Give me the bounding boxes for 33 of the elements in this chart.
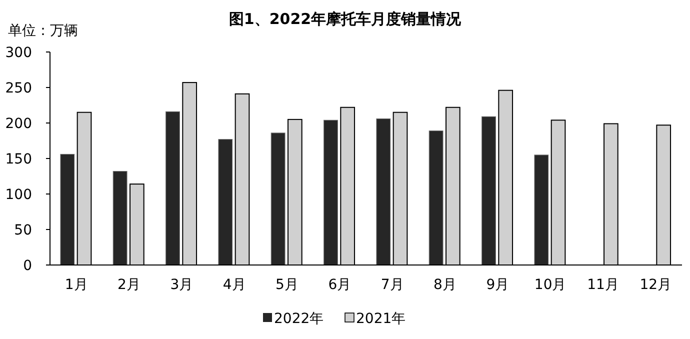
x-tick-label: 2月 [118, 277, 140, 293]
y-tick-label: 0 [23, 258, 32, 274]
x-tick-label: 1月 [64, 277, 88, 293]
y-tick-label: 200 [5, 116, 32, 132]
x-tick-label: 6月 [328, 277, 352, 293]
bar [60, 154, 75, 266]
bar [218, 139, 233, 266]
x-tick-label: 11月 [587, 277, 619, 293]
bar [482, 116, 496, 266]
legend-label: 2022年 [274, 311, 324, 327]
bar [376, 118, 391, 266]
bar [112, 170, 128, 266]
x-tick-label: 4月 [222, 277, 246, 293]
x-tick-label: 10月 [534, 277, 566, 293]
x-tick-label: 5月 [276, 277, 298, 293]
x-tick-label: 7月 [380, 277, 404, 293]
y-tick-label: 300 [5, 45, 32, 61]
chart-title: 图1、2022年摩托车月度销量情况 [228, 10, 462, 28]
bar [270, 132, 286, 266]
x-tick-label: 8月 [434, 277, 456, 293]
y-tick-label: 100 [5, 187, 32, 203]
y-tick-label: 50 [14, 222, 32, 238]
bar [324, 120, 338, 266]
x-tick-label: 9月 [486, 277, 510, 293]
bar [534, 154, 549, 266]
bar [166, 111, 180, 266]
bar [428, 130, 444, 266]
x-tick-label: 3月 [170, 277, 194, 293]
y-tick-label: 250 [5, 80, 32, 96]
y-tick-label: 150 [5, 152, 32, 168]
x-tick-label: 12月 [640, 277, 672, 293]
legend-label: 2021年 [356, 311, 406, 327]
y-axis-title: 单位：万辆 [8, 23, 78, 39]
